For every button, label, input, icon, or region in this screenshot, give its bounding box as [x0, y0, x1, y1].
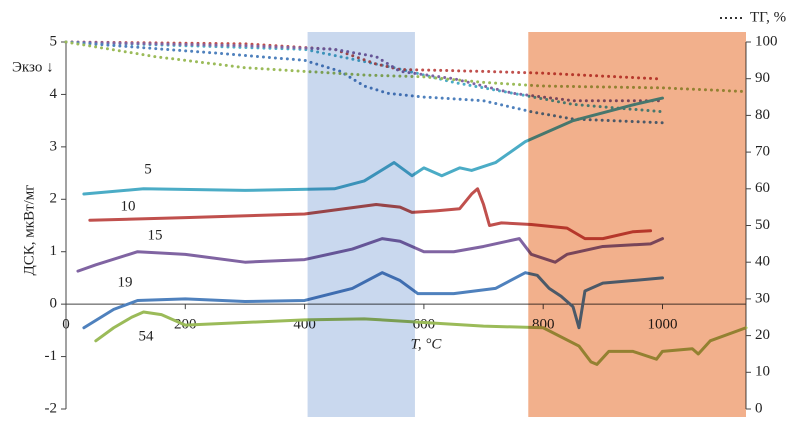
series-label: 5	[144, 161, 152, 177]
exo-label: Экзо ↓	[12, 59, 54, 75]
y-tick-label: 2	[50, 191, 58, 207]
y2-tick-label: 60	[755, 180, 770, 196]
y2-tick-label: 80	[755, 107, 770, 123]
x-axis-title: T, °C	[411, 336, 443, 352]
series-label: 10	[121, 198, 136, 214]
x-tick-label: 0	[62, 317, 70, 333]
x-tick-label: 600	[413, 317, 436, 333]
y2-tick-label: 70	[755, 144, 770, 160]
y-tick-label: 4	[50, 86, 58, 102]
y2-tick-label: 90	[755, 70, 770, 86]
y2-tick-label: 40	[755, 254, 770, 270]
series-label: 19	[118, 274, 133, 290]
legend-label: ТГ, %	[750, 9, 786, 25]
series-label: 54	[139, 328, 155, 344]
y-tick-label: 1	[50, 243, 58, 259]
tg-line	[64, 40, 664, 114]
y2-tick-label: 30	[755, 290, 770, 306]
y-tick-label: -1	[45, 348, 58, 364]
y-tick-label: 3	[50, 138, 58, 154]
y2-tick-label: 50	[755, 217, 770, 233]
shaded-region	[307, 32, 415, 417]
y-tick-label: 5	[50, 33, 58, 49]
tg-line	[64, 40, 664, 103]
y-tick-label: -2	[45, 400, 58, 416]
y2-tick-label: 10	[755, 364, 770, 380]
y2-tick-label: 20	[755, 327, 770, 343]
y2-tick-label: 100	[755, 33, 778, 49]
y-axis-title: ДСК, мкВт/мг	[21, 185, 37, 276]
y2-tick-label: 0	[755, 400, 763, 416]
y-tick-label: 0	[50, 296, 58, 312]
series-label: 15	[148, 227, 163, 243]
shaded-region	[528, 32, 746, 417]
